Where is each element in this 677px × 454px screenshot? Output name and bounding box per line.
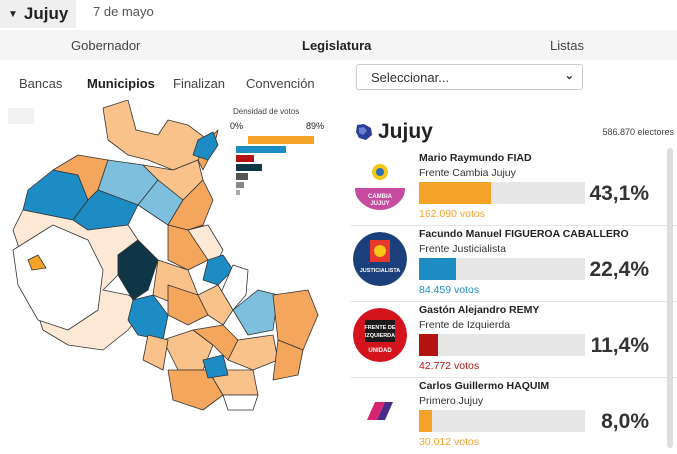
svg-text:JUSTICIALISTA: JUSTICIALISTA: [360, 268, 401, 274]
vote-bar-fill: [419, 334, 438, 356]
map-region[interactable]: [272, 339, 304, 381]
municipality-select[interactable]: Seleccionar... ⌄: [356, 64, 583, 90]
map-region[interactable]: [197, 284, 234, 326]
izquierda-logo: FRENTE DE IZQUIERDA UNIDAD: [353, 308, 407, 362]
scrollbar[interactable]: [667, 148, 673, 448]
map-region[interactable]: [272, 289, 319, 351]
municipalities-map[interactable]: [8, 100, 348, 445]
legend-bar: [236, 173, 248, 180]
legend-bar: [248, 136, 314, 144]
vote-bar: [419, 182, 585, 204]
candidate-name: Facundo Manuel FIGUEROA CABALLERO: [419, 228, 629, 240]
legend-bar: [236, 155, 254, 162]
map-region[interactable]: [162, 329, 214, 371]
panel-header: Jujuy: [354, 120, 433, 144]
caret-down-icon: ▼: [8, 8, 18, 20]
tab-listas[interactable]: Listas: [550, 38, 584, 53]
vote-count: 162.090 votos: [419, 208, 485, 220]
vote-percent: 43,1%: [589, 182, 649, 205]
cambia-jujuy-logo: CAMBIA JUJUY: [353, 156, 407, 210]
map-region[interactable]: [222, 394, 259, 411]
legend-bar: [236, 182, 244, 188]
province-label: Jujuy: [23, 4, 69, 23]
vote-count: 42.772 votos: [419, 360, 480, 372]
map-region[interactable]: [102, 100, 209, 171]
electors-count: 586.870 electores: [602, 127, 674, 137]
legend-max: 89%: [306, 121, 325, 131]
vote-count: 30.012 votos: [419, 436, 480, 448]
vote-percent: 11,4%: [590, 334, 649, 357]
map-region[interactable]: [12, 224, 104, 331]
svg-text:FRENTE DE: FRENTE DE: [364, 325, 396, 331]
vote-percent: 8,0%: [601, 410, 649, 433]
legend-title: Densidad de votos: [233, 107, 300, 116]
province-shape-icon: [356, 124, 372, 140]
svg-text:CAMBIA: CAMBIA: [368, 194, 393, 200]
map-region[interactable]: [202, 354, 229, 379]
primero-jujuy-logo: [353, 384, 407, 438]
vote-bar-fill: [419, 258, 457, 280]
panel-title: Jujuy: [378, 120, 433, 143]
level-tabs: Gobernador Legislatura Listas: [0, 30, 677, 60]
vote-bar: [419, 334, 585, 356]
map-region[interactable]: [117, 239, 159, 301]
vote-count: 84.459 votos: [419, 284, 480, 296]
map-region[interactable]: [219, 264, 249, 311]
province-selector[interactable]: ▼ Jujuy: [0, 0, 76, 28]
vote-bar: [419, 258, 585, 280]
legend-bar: [236, 146, 286, 153]
tab-gobernador[interactable]: Gobernador: [71, 38, 141, 53]
map-region[interactable]: [127, 294, 169, 341]
subtab-convencion[interactable]: Convención: [246, 76, 315, 91]
legend-min: 0%: [230, 121, 244, 131]
svg-text:JUJUY: JUJUY: [370, 201, 389, 207]
map-region[interactable]: [202, 254, 234, 286]
candidate-name: Mario Raymundo FIAD: [419, 152, 532, 164]
subtab-finalizan[interactable]: Finalizan: [173, 76, 226, 91]
map-region[interactable]: [142, 334, 169, 371]
candidate-party: Frente Cambia Jujuy: [419, 167, 516, 179]
vote-bar: [419, 410, 585, 432]
select-value: Seleccionar...: [371, 69, 450, 85]
map-region[interactable]: [227, 334, 279, 371]
legend-bar: [236, 190, 240, 195]
justicialista-logo: JUSTICIALISTA: [353, 232, 407, 286]
candidate-row[interactable]: JUSTICIALISTA Facundo Manuel FIGUEROA CA…: [350, 226, 677, 302]
tab-legislatura[interactable]: Legislatura: [302, 38, 372, 53]
map-region[interactable]: [27, 254, 47, 271]
svg-text:IZQUIERDA: IZQUIERDA: [365, 333, 395, 339]
candidate-party: Frente de Izquierda: [419, 319, 511, 331]
map-region[interactable]: [192, 131, 219, 161]
vote-bar-fill: [419, 182, 491, 204]
vote-bar-fill: [419, 410, 433, 432]
top-bar: ▼ Jujuy 7 de mayo: [0, 0, 677, 28]
subtab-municipios[interactable]: Municipios: [87, 76, 155, 91]
election-date: 7 de mayo: [93, 4, 154, 19]
vote-percent: 22,4%: [589, 258, 649, 281]
candidate-party: Frente Justicialista: [419, 243, 506, 255]
map-toolbar: [8, 108, 34, 124]
candidate-row[interactable]: CAMBIA JUJUY Mario Raymundo FIAD Frente …: [350, 150, 677, 226]
candidate-row[interactable]: FRENTE DE IZQUIERDA UNIDAD Gastón Alejan…: [350, 302, 677, 378]
subtab-bancas[interactable]: Bancas: [19, 76, 63, 91]
chevron-down-icon: ⌄: [564, 70, 574, 82]
candidate-name: Carlos Guillermo HAQUIM: [419, 380, 550, 392]
legend-bar: [236, 164, 262, 171]
candidate-party: Primero Jujuy: [419, 395, 484, 407]
svg-text:UNIDAD: UNIDAD: [368, 348, 392, 354]
candidate-row[interactable]: Carlos Guillermo HAQUIM Primero Jujuy 8,…: [350, 378, 677, 454]
candidate-name: Gastón Alejandro REMY: [419, 304, 540, 316]
map-region[interactable]: [167, 369, 224, 411]
